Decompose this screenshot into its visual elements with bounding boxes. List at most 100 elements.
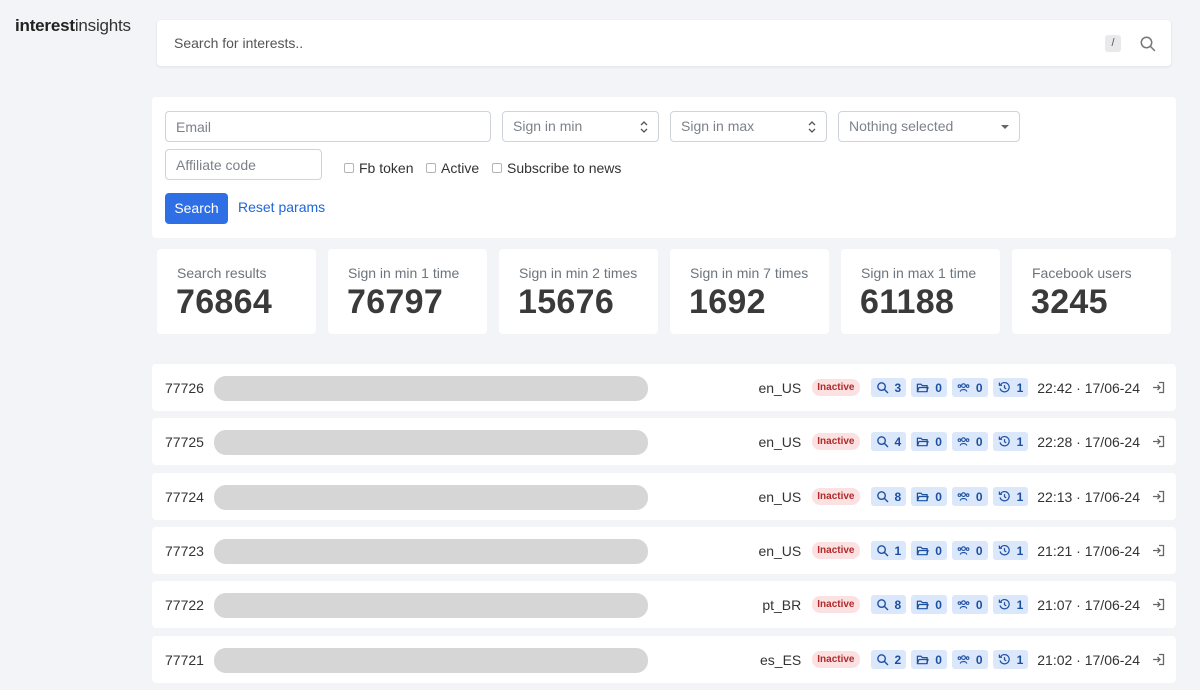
- count-value: 2: [894, 652, 902, 667]
- locale: en_US: [758, 379, 802, 396]
- user-row[interactable]: 77721 es_ES Inactive 2 0 0 1 21:02 · 17/06-24: [152, 636, 1176, 683]
- spinner-icon[interactable]: [640, 120, 648, 134]
- stat-value: 76797: [347, 283, 444, 321]
- history-count: 1: [992, 432, 1029, 451]
- count-value: 0: [975, 543, 983, 558]
- sign-in-max-field[interactable]: Sign in max: [670, 111, 827, 142]
- sign-in-min-placeholder: Sign in min: [513, 118, 583, 134]
- stat-label: Facebook users: [1032, 265, 1132, 281]
- user-row[interactable]: 77725 en_US Inactive 4 0 0 1 22:28 · 17/06-24: [152, 418, 1176, 465]
- affiliate-code-field[interactable]: [165, 149, 322, 180]
- timestamp: 22:28 · 17/06-24: [1037, 433, 1140, 450]
- search-icon: [876, 490, 895, 503]
- chevron-down-icon: [1001, 125, 1009, 129]
- search-icon: [876, 598, 895, 611]
- timestamp: 22:42 · 17/06-24: [1037, 379, 1140, 396]
- count-value: 1: [1016, 380, 1024, 395]
- interest-search-input[interactable]: [157, 20, 1087, 66]
- stat-label: Sign in max 1 time: [861, 265, 977, 281]
- searches-count: 2: [870, 650, 907, 669]
- stat-value: 3245: [1031, 283, 1108, 321]
- count-value: 0: [975, 652, 983, 667]
- brand-bold: interest: [15, 16, 75, 35]
- folder-icon: [916, 435, 935, 448]
- email-field[interactable]: [165, 111, 491, 142]
- count-value: 3: [894, 380, 902, 395]
- timestamp: 21:21 · 17/06-24: [1037, 542, 1140, 559]
- count-value: 1: [1016, 434, 1024, 449]
- subscribe-checkbox[interactable]: Subscribe to news: [492, 160, 621, 176]
- login-as-icon[interactable]: [1151, 652, 1166, 667]
- locale: en_US: [758, 488, 802, 505]
- stat-value: 1692: [689, 283, 766, 321]
- user-row[interactable]: 77722 pt_BR Inactive 8 0 0 1 21:07 · 17/06-24: [152, 581, 1176, 628]
- row-details: en_US Inactive 3 0 0 1 22:42 · 17/06-24: [758, 364, 1166, 411]
- users-icon: [957, 544, 976, 557]
- stat-card: Sign in min 1 time 76797: [328, 249, 487, 334]
- searches-count: 8: [870, 595, 907, 614]
- user-row[interactable]: 77723 en_US Inactive 1 0 0 1 21:21 · 17/06-24: [152, 527, 1176, 574]
- count-value: 4: [894, 434, 902, 449]
- reset-params-link[interactable]: Reset params: [238, 199, 326, 215]
- status-badge: Inactive: [812, 488, 860, 505]
- checkbox-box[interactable]: [344, 163, 354, 173]
- count-value: 1: [1016, 652, 1024, 667]
- login-as-icon[interactable]: [1151, 489, 1166, 504]
- checkbox-box[interactable]: [426, 163, 436, 173]
- active-label: Active: [441, 160, 480, 176]
- locale: pt_BR: [762, 596, 802, 613]
- folder-icon: [916, 490, 935, 503]
- status-badge: Inactive: [812, 433, 860, 450]
- status-badge: Inactive: [812, 651, 860, 668]
- count-value: 0: [935, 652, 942, 667]
- folder-icon: [916, 544, 935, 557]
- count-value: 1: [1016, 489, 1024, 504]
- groups-count: 0: [951, 432, 988, 451]
- folders-count: 0: [911, 650, 947, 669]
- interest-search-bar: /: [157, 20, 1171, 66]
- login-as-icon[interactable]: [1151, 380, 1166, 395]
- fb-token-checkbox[interactable]: Fb token: [344, 160, 413, 176]
- user-row[interactable]: 77724 en_US Inactive 8 0 0 1 22:13 · 17/06-24: [152, 473, 1176, 520]
- history-icon: [998, 544, 1017, 557]
- login-as-icon[interactable]: [1151, 597, 1166, 612]
- timestamp: 21:07 · 17/06-24: [1037, 596, 1140, 613]
- search-button[interactable]: Search: [165, 193, 228, 224]
- timestamp: 21:02 · 17/06-24: [1037, 651, 1140, 668]
- login-as-icon[interactable]: [1151, 434, 1166, 449]
- sign-in-min-field[interactable]: Sign in min: [502, 111, 659, 142]
- active-checkbox[interactable]: Active: [426, 160, 479, 176]
- groups-count: 0: [951, 487, 988, 506]
- searches-count: 3: [870, 378, 907, 397]
- user-id: 77721: [165, 652, 204, 668]
- shortcut-hint: /: [1105, 35, 1121, 52]
- redacted-email: [214, 430, 648, 455]
- count-value: 8: [894, 489, 902, 504]
- login-as-icon[interactable]: [1151, 543, 1166, 558]
- row-details: es_ES Inactive 2 0 0 1 21:02 · 17/06-24: [760, 636, 1166, 683]
- user-id: 77725: [165, 434, 204, 450]
- brand-light: insights: [74, 16, 131, 35]
- search-icon[interactable]: [1139, 35, 1157, 53]
- stat-card: Sign in min 7 times 1692: [670, 249, 829, 334]
- folders-count: 0: [911, 432, 947, 451]
- checkbox-box[interactable]: [492, 163, 502, 173]
- users-icon: [957, 381, 976, 394]
- brand-logo[interactable]: interestinsights: [15, 16, 131, 36]
- search-icon: [876, 544, 895, 557]
- status-badge: Inactive: [812, 379, 860, 396]
- multi-select-dropdown[interactable]: Nothing selected: [838, 111, 1020, 142]
- redacted-email: [214, 539, 648, 564]
- status-badge: Inactive: [812, 596, 860, 613]
- row-details: en_US Inactive 8 0 0 1 22:13 · 17/06-24: [758, 473, 1166, 520]
- folder-icon: [916, 598, 935, 611]
- stat-label: Sign in min 2 times: [519, 265, 638, 281]
- stat-card: Search results 76864: [157, 249, 316, 334]
- user-row[interactable]: 77726 en_US Inactive 3 0 0 1 22:42 · 17/06-24: [152, 364, 1176, 411]
- folders-count: 0: [911, 378, 947, 397]
- searches-count: 1: [870, 541, 907, 560]
- spinner-icon[interactable]: [808, 120, 816, 134]
- count-value: 1: [1016, 543, 1024, 558]
- folder-icon: [916, 653, 935, 666]
- history-count: 1: [992, 541, 1029, 560]
